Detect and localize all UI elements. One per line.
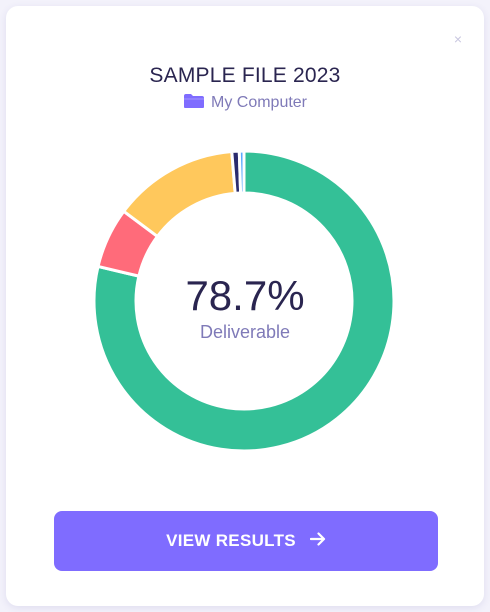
donut-slice-2 — [121, 151, 237, 239]
file-source: My Computer — [6, 93, 484, 114]
close-icon[interactable]: × — [453, 31, 462, 47]
donut-slice-0 — [94, 151, 394, 451]
folder-icon — [183, 93, 205, 114]
view-results-label: VIEW RESULTS — [166, 531, 296, 550]
donut-slice-4 — [237, 151, 246, 195]
deliverable-percent: 78.7% — [185, 272, 305, 319]
deliverable-label: Deliverable — [199, 322, 291, 342]
deliverability-donut-chart — [94, 151, 394, 451]
view-results-button[interactable]: VIEW RESULTS — [54, 511, 438, 571]
file-source-label: My Computer — [210, 94, 308, 111]
arrow-right-icon — [309, 531, 326, 551]
result-card: × SAMPLE FILE 2023 My Computer 78.7% Del… — [6, 6, 484, 606]
file-title: SAMPLE FILE 2023 — [149, 64, 341, 87]
